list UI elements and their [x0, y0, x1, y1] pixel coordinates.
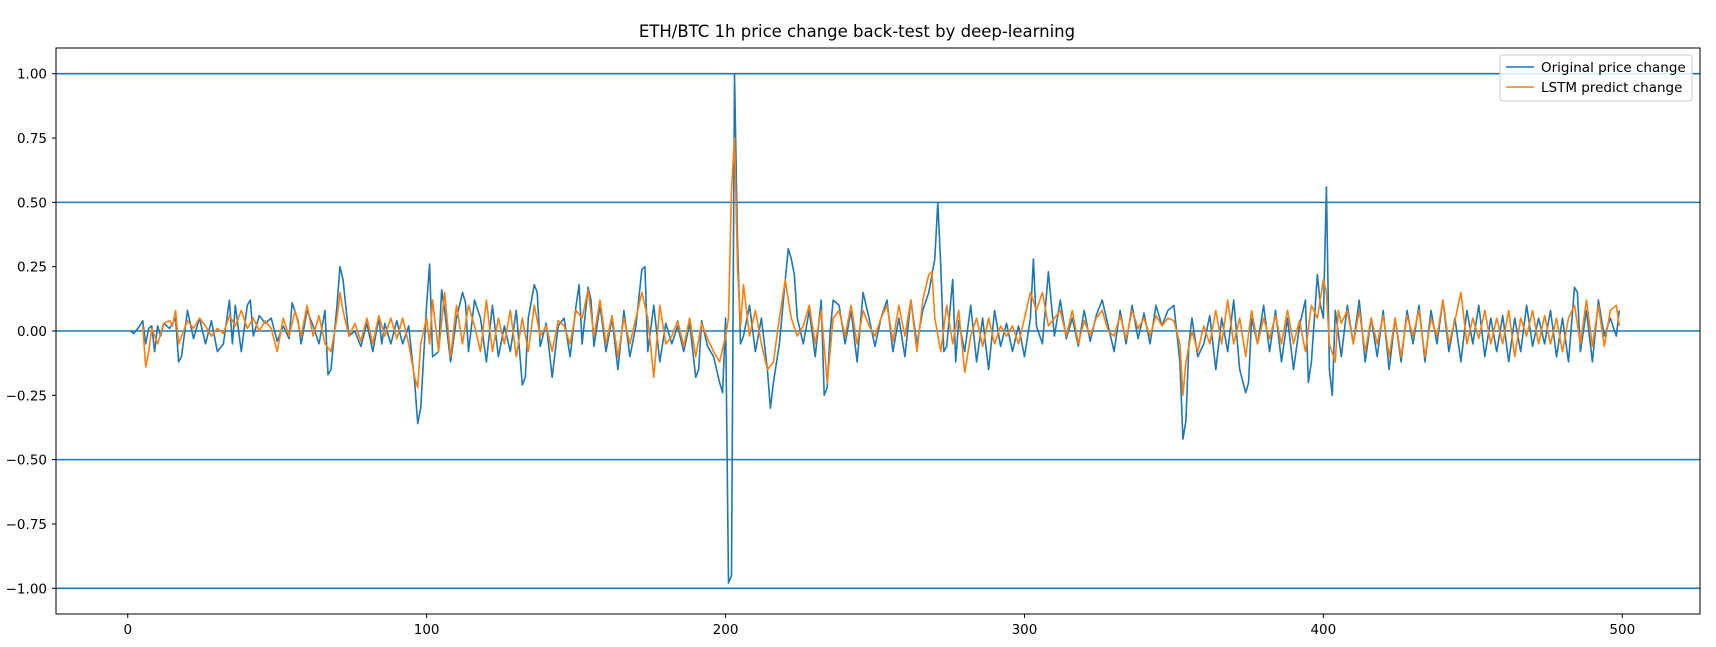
y-tick-label-3: 0.25: [17, 260, 47, 276]
x-tick-label-1: 100: [414, 622, 440, 638]
x-tick-label-3: 300: [1012, 622, 1038, 638]
axes-layer: 0 100 200 300 400 500 1.00 0.75 0.50 0.25 0.00 −0.2…: [6, 67, 1636, 638]
chart-title: ETH/BTC 1h price change back-test by dee…: [639, 22, 1075, 41]
y-tick-label-6: −0.50: [6, 453, 47, 469]
series-layer: [130, 72, 1621, 584]
x-tick-label-2: 200: [713, 622, 739, 638]
y-tick-label-2: 0.50: [17, 195, 47, 211]
y-tick-label-1: 0.75: [17, 131, 47, 147]
legend-label-lstm: LSTM predict change: [1541, 80, 1682, 96]
y-tick-label-7: −0.75: [6, 517, 47, 533]
x-tick-label-5: 500: [1609, 622, 1635, 638]
y-tick-label-8: −1.00: [6, 581, 47, 597]
y-tick-label-0: 1.00: [17, 67, 47, 83]
x-tick-label-4: 400: [1310, 622, 1336, 638]
x-tick-label-0: 0: [123, 622, 132, 638]
legend-box: [1499, 54, 1693, 102]
series-line-1: [141, 137, 1621, 397]
legend: Original price change LSTM predict chang…: [1499, 54, 1693, 102]
legend-label-original: Original price change: [1541, 60, 1686, 76]
y-tick-label-5: −0.25: [6, 388, 47, 404]
y-tick-label-4: 0.00: [17, 324, 47, 340]
